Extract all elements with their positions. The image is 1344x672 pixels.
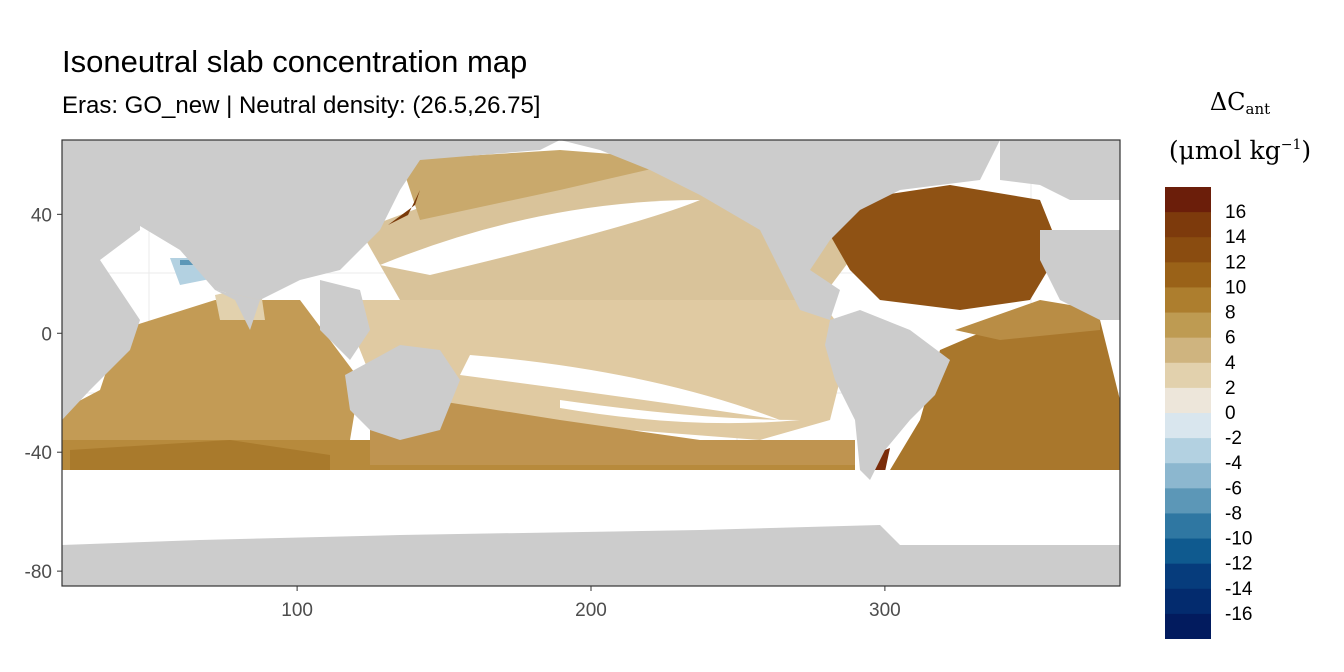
colorbar-label: -14	[1225, 579, 1253, 600]
colorbar-bin	[1165, 513, 1211, 540]
legend-title-unit: (μmol kg−1)	[1168, 136, 1312, 165]
eurasia-right-land	[1000, 140, 1120, 200]
x-tick-label: 100	[281, 600, 313, 621]
y-axis: 40 0 -40 -80	[25, 205, 62, 583]
y-tick-label: -40	[25, 443, 52, 464]
colorbar-label: 10	[1225, 277, 1246, 298]
colorbar-label: -6	[1225, 478, 1242, 499]
colorbar-label: -12	[1225, 554, 1252, 575]
colorbar-bin	[1165, 312, 1211, 339]
colorbar-bin	[1165, 538, 1211, 565]
y-tick-label: -80	[25, 562, 52, 583]
x-tick-label: 300	[869, 600, 901, 621]
colorbar-bin	[1165, 362, 1211, 389]
south-atlantic-field	[890, 320, 1120, 470]
colorbar-label: 6	[1225, 328, 1236, 349]
colorbar-bin	[1165, 488, 1211, 514]
colorbar-label: -16	[1225, 604, 1252, 625]
colorbar-label: -2	[1225, 428, 1242, 449]
colorbar-label: 2	[1225, 378, 1236, 399]
colorbar-bin	[1165, 387, 1211, 414]
y-tick-label: 0	[41, 324, 52, 345]
map-title: Isoneutral slab concentration map	[62, 44, 528, 79]
australia-land	[345, 345, 460, 440]
colorbar-bin	[1165, 337, 1211, 364]
eurasia-land	[62, 140, 560, 300]
colorbar-label: 0	[1225, 403, 1236, 424]
x-tick-label: 200	[575, 600, 607, 621]
land-masses	[62, 140, 1120, 586]
colorbar-label: 14	[1225, 227, 1247, 248]
colorbar-bin	[1165, 187, 1211, 213]
colorbar-label: 16	[1225, 202, 1246, 223]
colorbar-label: -8	[1225, 503, 1242, 524]
indian-ocean-field	[62, 300, 360, 440]
map-subtitle: Eras: GO_new | Neutral density: (26.5,26…	[62, 92, 541, 119]
colorbar-label: 8	[1225, 303, 1236, 324]
colorbar-bin	[1165, 438, 1211, 464]
colorbar-bin	[1165, 237, 1211, 263]
colorbar: 16 14 12 10 8 6 4 2 0 -2 -4 -6 -8 -10 -12 -14 -16	[1165, 187, 1253, 639]
map-panel	[62, 140, 1120, 586]
south-america-land	[825, 310, 950, 480]
legend-title-symbol: ΔCant	[1209, 88, 1271, 118]
africa-right-land	[1040, 230, 1120, 320]
north-atlantic-field	[830, 185, 1060, 310]
india-land	[215, 290, 260, 330]
antarctica-land	[62, 525, 1120, 586]
colorbar-bin	[1165, 613, 1211, 639]
colorbar-bin	[1165, 262, 1211, 288]
colorbar-label: 4	[1225, 353, 1236, 374]
colorbar-bin	[1165, 588, 1211, 615]
colorbar-bin	[1165, 463, 1211, 489]
colorbar-bin	[1165, 413, 1211, 439]
colorbar-bin	[1165, 212, 1211, 238]
colorbar-label: 12	[1225, 252, 1246, 273]
y-tick-label: 40	[31, 205, 52, 226]
maritime-asia-land	[320, 280, 370, 360]
colorbar-label: -10	[1225, 529, 1252, 550]
x-axis: 100 200 300	[281, 586, 901, 621]
colorbar-label: -4	[1225, 453, 1242, 474]
colorbar-bin	[1165, 287, 1211, 314]
colorbar-bin	[1165, 563, 1211, 590]
north-america-land	[560, 140, 1000, 320]
concentration-field	[62, 150, 1120, 545]
